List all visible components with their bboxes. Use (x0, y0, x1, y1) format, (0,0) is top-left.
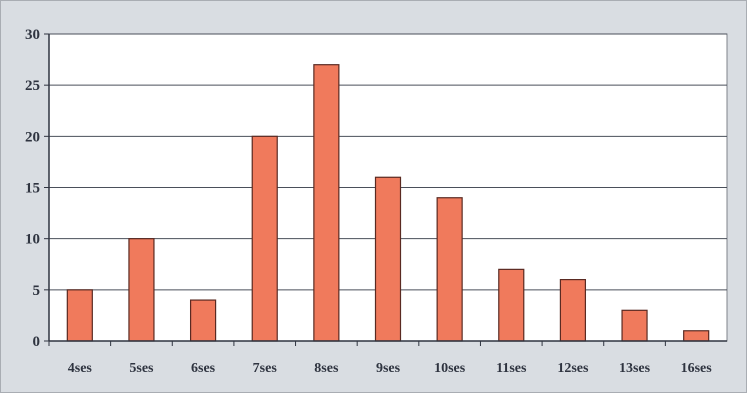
bar-12ses (559, 279, 587, 342)
bar-13ses (621, 309, 648, 342)
y-axis-ticks: 0 5 10 15 20 25 30 (25, 27, 49, 350)
x-tick-label: 11ses (496, 361, 527, 376)
bar-4ses (66, 289, 93, 342)
x-tick-label: 6ses (191, 361, 216, 376)
x-tick-label: 12ses (557, 361, 589, 376)
y-tick-label: 25 (25, 78, 40, 94)
bar-6ses (189, 299, 217, 342)
bar-8ses (313, 64, 340, 342)
x-tick-label: 8ses (314, 361, 339, 376)
y-tick-label: 15 (25, 181, 40, 197)
x-tick-label: 9ses (376, 361, 401, 376)
y-tick-label: 20 (25, 129, 40, 145)
x-axis-ticks: 4ses 5ses 6ses 7ses 8ses 9ses 10ses 11ses 12ses 1… (48, 341, 713, 376)
x-tick-label: 5ses (129, 361, 154, 376)
x-tick-label: 4ses (68, 361, 93, 376)
x-tick-label: 7ses (253, 361, 278, 376)
bar-5ses (128, 238, 155, 342)
bar-7ses (251, 135, 278, 342)
bar-10ses (436, 197, 463, 342)
x-tick-label: 10ses (434, 361, 466, 376)
bar-16ses (683, 330, 710, 342)
bars (66, 64, 710, 342)
bar-11ses (498, 268, 525, 342)
x-tick-label: 16ses (681, 361, 713, 376)
gridlines (49, 33, 727, 291)
y-tick-label: 0 (33, 334, 41, 350)
x-tick-label: 13ses (619, 361, 651, 376)
y-tick-label: 30 (25, 27, 40, 43)
bar-9ses (374, 176, 402, 342)
y-tick-label: 5 (33, 283, 41, 299)
y-tick-label: 10 (25, 232, 40, 248)
